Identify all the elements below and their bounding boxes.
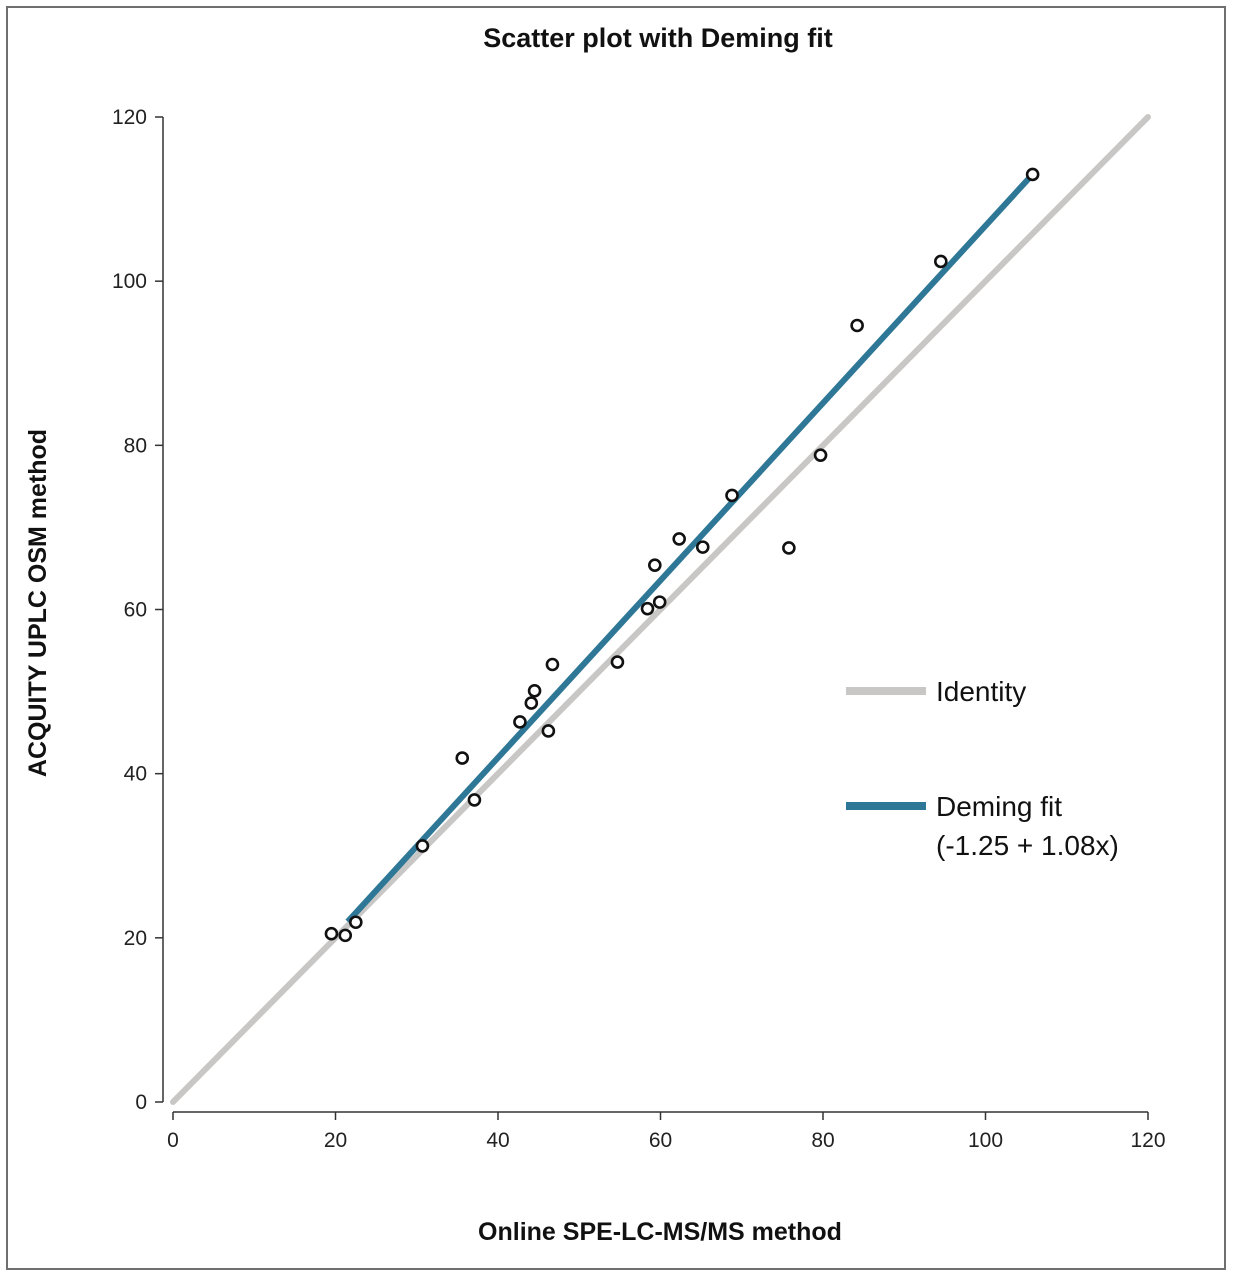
- fit-lines: [170, 114, 1151, 1105]
- data-point: [349, 915, 363, 930]
- identity-line: [170, 114, 1151, 1105]
- legend-deming-equation: (-1.25 + 1.08x): [936, 830, 1119, 861]
- data-point: [782, 541, 796, 555]
- data-point: [640, 601, 655, 616]
- data-point: [541, 724, 556, 738]
- chart-title: Scatter plot with Deming fit: [483, 23, 833, 53]
- data-points: [324, 167, 1040, 943]
- legend: Identity Deming fit (-1.25 + 1.08x): [846, 676, 1119, 861]
- x-tick-label: 40: [486, 1129, 509, 1152]
- data-point: [524, 696, 539, 710]
- deming-fit-line: [345, 174, 1034, 924]
- data-point: [527, 683, 542, 698]
- y-tick-label: 60: [124, 599, 147, 622]
- x-tick-label: 100: [968, 1129, 1003, 1152]
- y-tick-label: 0: [135, 1091, 147, 1114]
- data-point: [513, 715, 527, 729]
- data-point: [725, 488, 739, 503]
- data-point: [1025, 167, 1040, 182]
- x-tick-label: 120: [1130, 1129, 1165, 1152]
- data-point: [934, 254, 948, 269]
- data-point: [652, 595, 667, 609]
- x-tick-label: 0: [167, 1129, 179, 1152]
- figure-frame: [6, 6, 1226, 1270]
- data-point: [695, 540, 710, 554]
- x-tick-label: 80: [811, 1129, 834, 1152]
- y-tick-label: 40: [124, 763, 147, 786]
- axes: 0 20 40 60 80 100 120 0 20 40 60 80 100 120: [112, 106, 1166, 1152]
- data-point: [850, 318, 864, 333]
- y-tick-label: 80: [124, 434, 147, 457]
- data-point: [648, 558, 662, 572]
- data-point: [324, 926, 339, 941]
- data-point: [467, 793, 482, 807]
- y-tick-label: 100: [112, 270, 147, 293]
- data-point: [610, 655, 625, 669]
- data-point: [415, 839, 430, 853]
- legend-identity-label: Identity: [936, 676, 1026, 707]
- data-point: [338, 928, 353, 943]
- y-axis-label: ACQUITY UPLC OSM method: [24, 429, 52, 777]
- data-point: [813, 448, 828, 462]
- data-point: [455, 751, 470, 765]
- y-tick-label: 120: [112, 106, 147, 129]
- x-axis-label: Online SPE-LC-MS/MS method: [478, 1218, 842, 1246]
- y-tick-label: 20: [124, 927, 147, 950]
- legend-deming-label: Deming fit: [936, 791, 1062, 822]
- x-tick-label: 20: [324, 1129, 347, 1152]
- data-point: [545, 657, 560, 672]
- x-tick-label: 60: [649, 1129, 672, 1152]
- data-point: [672, 532, 686, 546]
